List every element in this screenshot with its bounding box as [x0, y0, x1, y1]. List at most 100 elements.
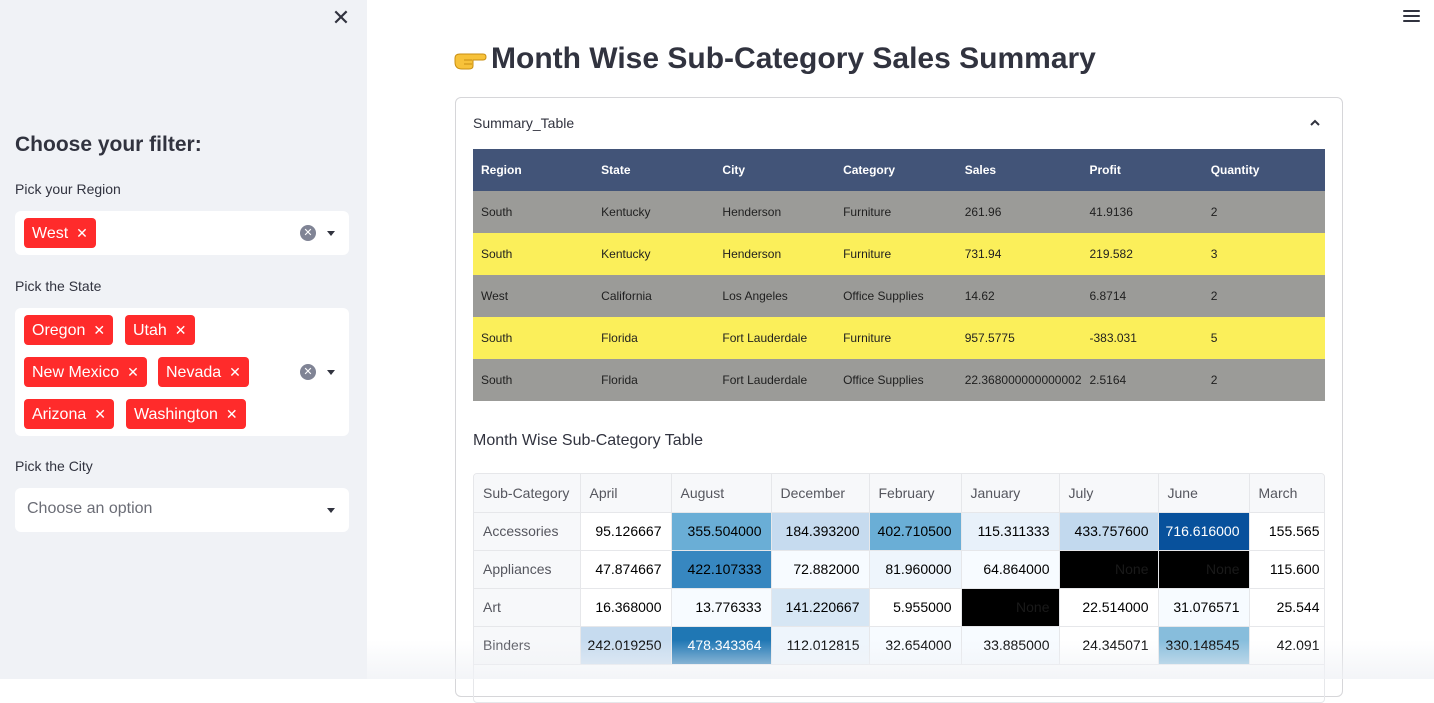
city-placeholder: Choose an option: [27, 500, 153, 517]
table-row: South Kentucky Henderson Furniture 731.94 219…: [473, 233, 1325, 275]
table-cell: South: [481, 373, 513, 387]
table-cell: 219.582: [1089, 247, 1133, 261]
subcategory-table-title: Month Wise Sub-Category Table: [473, 432, 704, 449]
table-cell: None: [1158, 550, 1250, 589]
table-cell: South: [481, 205, 513, 219]
grid-column-header[interactable]: April: [580, 474, 672, 513]
table-cell: 355.504000: [671, 512, 772, 551]
table-cell: 42.091: [1249, 626, 1324, 665]
table-cell: Office Supplies: [843, 373, 924, 387]
state-tag-arizona: Arizona ✕: [24, 399, 114, 429]
table-row: South Kentucky Henderson Furniture 261.96 41.…: [473, 191, 1325, 233]
city-dropdown-icon[interactable]: [327, 508, 335, 513]
table-cell: -383.031: [1089, 331, 1137, 345]
table-cell: 957.5775: [964, 331, 1015, 345]
table-cell: Furniture: [843, 247, 892, 261]
table-cell: None: [961, 588, 1060, 627]
table-row: South Florida Fort Lauderdale Office Suppli…: [473, 359, 1325, 401]
region-dropdown-icon[interactable]: [327, 231, 335, 236]
table-cell: Office Supplies: [843, 289, 924, 303]
remove-tag-icon[interactable]: ✕: [229, 364, 241, 380]
table-cell: 33.885000: [961, 626, 1060, 665]
table-cell: 95.126667: [580, 512, 672, 551]
table-cell: 330.148545: [1158, 626, 1250, 665]
table-cell: 31.076571: [1158, 588, 1250, 627]
grid-column-header[interactable]: December: [771, 474, 870, 513]
table-row: South Florida Fort Lauderdale Furniture 957.…: [473, 317, 1325, 359]
grid-column-header[interactable]: January: [961, 474, 1060, 513]
grid-column-header[interactable]: June: [1158, 474, 1250, 513]
table-cell: 14.62: [964, 289, 995, 303]
page-title: Month Wise Sub-Category Sales Summary: [453, 42, 1096, 76]
table-cell: 242.019250: [580, 626, 672, 665]
table-cell: Fort Lauderdale: [722, 331, 808, 345]
close-sidebar-icon[interactable]: ✕: [331, 5, 351, 30]
grid-column-header[interactable]: Sub-Category: [474, 474, 581, 513]
remove-tag-icon[interactable]: ✕: [127, 364, 139, 380]
table-cell: 64.864000: [961, 550, 1060, 589]
hamburger-menu-icon[interactable]: [1403, 10, 1420, 24]
table-cell: 261.96: [964, 205, 1002, 219]
state-tag-new-mexico: New Mexico ✕: [24, 357, 147, 387]
grid-column-header[interactable]: August: [671, 474, 772, 513]
summary-column-header: State: [593, 149, 715, 191]
table-cell: 5.955000: [869, 588, 962, 627]
state-tag-oregon: Oregon ✕: [24, 315, 114, 345]
remove-tag-icon[interactable]: ✕: [93, 322, 106, 338]
table-cell: 32.654000: [869, 626, 962, 665]
table-cell: 155.565: [1249, 512, 1324, 551]
remove-tag-icon[interactable]: ✕: [76, 225, 88, 241]
table-cell: Florida: [601, 373, 638, 387]
summary-expander: Summary_Table Region State City Category Sal…: [455, 97, 1343, 703]
table-cell: 16.368000: [580, 588, 672, 627]
table-cell: 716.616000: [1158, 512, 1250, 551]
remove-tag-icon[interactable]: ✕: [174, 322, 187, 338]
row-header: Art: [474, 588, 581, 627]
table-cell: 141.220667: [771, 588, 870, 627]
remove-tag-icon[interactable]: ✕: [225, 406, 238, 422]
table-row: Accessories 95.126667 355.504000 184.393200…: [474, 512, 1324, 551]
clear-region-icon[interactable]: ✕: [300, 225, 316, 241]
table-cell: 41.9136: [1089, 205, 1133, 219]
row-header: Accessories: [474, 512, 581, 551]
region-multiselect[interactable]: West ✕ ✕: [15, 211, 349, 255]
state-tag-washington: Washington ✕: [126, 399, 246, 429]
state-tag-nevada: Nevada ✕: [158, 357, 249, 387]
table-cell: 13.776333: [671, 588, 772, 627]
table-cell: 47.874667: [580, 550, 672, 589]
table-row: Binders 242.019250 478.343364 112.012815 32.…: [474, 626, 1324, 665]
table-cell: Fort Lauderdale: [722, 373, 808, 387]
chevron-up-icon[interactable]: [1309, 116, 1321, 128]
table-cell: West: [481, 289, 509, 303]
grid-column-header[interactable]: March: [1249, 474, 1324, 513]
table-cell: 478.343364: [671, 626, 772, 665]
pointing-hand-icon: [453, 44, 487, 70]
summary-column-header: Profit: [1081, 149, 1203, 191]
region-label: Pick your Region: [15, 181, 121, 197]
table-cell: 112.012815: [771, 626, 870, 665]
summary-column-header: Sales: [956, 149, 1082, 191]
table-cell: 422.107333: [671, 550, 772, 589]
state-multiselect[interactable]: Oregon ✕ Utah ✕ New Mexico ✕ Nevada ✕ Arizon…: [15, 308, 349, 436]
city-label: Pick the City: [15, 458, 93, 474]
table-cell: 24.345071: [1059, 626, 1159, 665]
subcategory-table: Sub-Category April August December February J…: [474, 474, 1324, 665]
city-select[interactable]: Choose an option: [15, 488, 349, 532]
table-cell: Furniture: [843, 205, 892, 219]
grid-column-header[interactable]: July: [1059, 474, 1159, 513]
table-cell: 433.757600: [1059, 512, 1159, 551]
expander-label[interactable]: Summary_Table: [473, 115, 575, 131]
grid-column-header[interactable]: February: [869, 474, 962, 513]
summary-table: Region State City Category Sales Profit Quanti…: [473, 149, 1325, 401]
table-cell: Henderson: [722, 205, 782, 219]
region-tag: West ✕: [24, 218, 96, 248]
table-cell: 25.544: [1249, 588, 1324, 627]
filter-title: Choose your filter:: [15, 133, 202, 156]
state-tag-utah: Utah ✕: [125, 315, 195, 345]
subcategory-dataframe[interactable]: Sub-Category April August December February J…: [473, 473, 1325, 703]
remove-tag-icon[interactable]: ✕: [94, 406, 106, 422]
state-dropdown-icon[interactable]: [327, 370, 335, 375]
table-cell: 72.882000: [771, 550, 870, 589]
summary-column-header: City: [714, 149, 836, 191]
clear-state-icon[interactable]: ✕: [300, 364, 316, 380]
